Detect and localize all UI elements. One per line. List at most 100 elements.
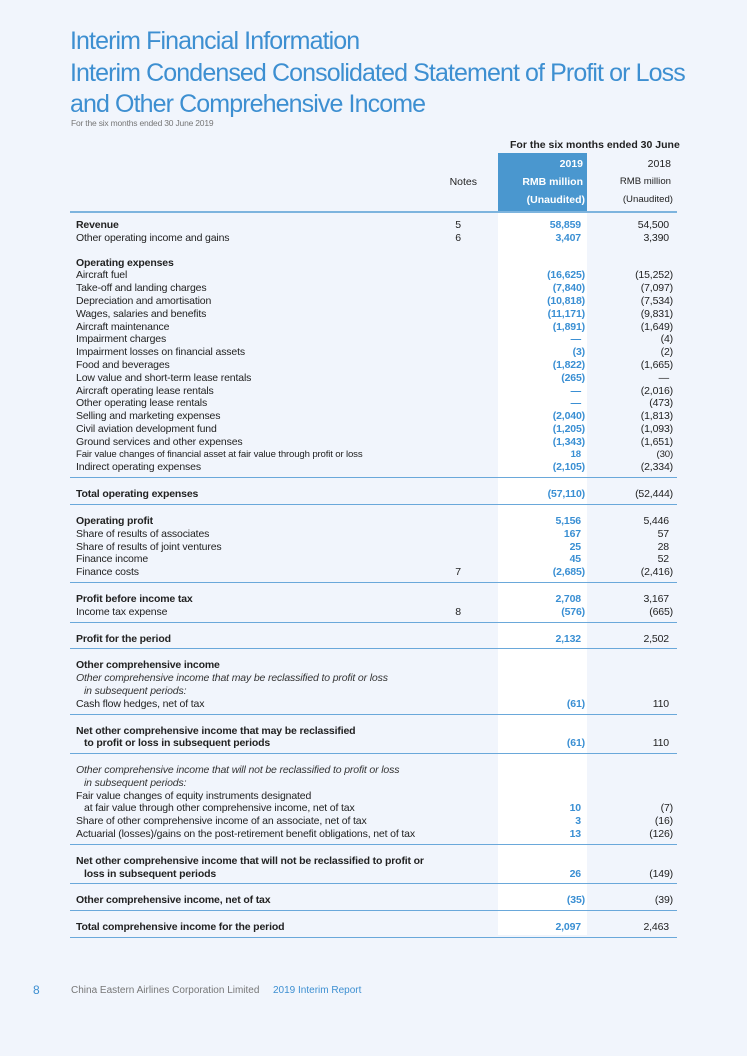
table-row: Other operating lease rentals — (473): [76, 397, 677, 410]
row-label: Finance income: [76, 553, 149, 566]
row-label: at fair value through other comprehensiv…: [84, 802, 355, 815]
value-2019: —: [570, 384, 582, 397]
value-2018: 110: [652, 697, 669, 710]
table-row: Depreciation and amortisation (10,818) (7,…: [76, 295, 677, 308]
value-2019: 58,859: [549, 219, 581, 231]
table-row: loss in subsequent periods 26 (149): [70, 868, 677, 885]
value-2018: 2,463: [643, 921, 669, 934]
footer-report: 2019 Interim Report: [273, 985, 362, 996]
row-label: Low value and short-term lease rentals: [76, 371, 252, 384]
statement-table: Revenue 5 58,859 54,500 Other operating inco…: [70, 219, 677, 948]
row-label: Finance costs: [76, 566, 139, 579]
row-label: Aircraft operating lease rentals: [76, 384, 214, 397]
value-2019: 2,097: [555, 921, 581, 934]
table-row: at fair value through other comprehensiv…: [76, 802, 677, 815]
row-label: Share of other comprehensive income of a…: [76, 815, 367, 828]
row-label: Other operating income and gains: [76, 231, 230, 244]
row-label: loss in subsequent periods: [84, 867, 217, 880]
table-row: Net other comprehensive income that may …: [76, 725, 677, 738]
value-2019: 3,407: [555, 231, 581, 244]
value-2019: (35): [566, 894, 585, 907]
value-2018: (30): [656, 448, 674, 460]
value-2018: 54,500: [637, 219, 669, 231]
value-2018: (15,252): [635, 269, 673, 282]
value-2018: (473): [649, 397, 673, 410]
table-row: Operating profit 5,156 5,446: [76, 515, 677, 528]
value-2018: (1,651): [640, 435, 673, 448]
row-label: Civil aviation development fund: [76, 422, 217, 435]
value-2019: (1,205): [552, 422, 585, 435]
value-2018: (665): [649, 605, 673, 618]
table-row: Share of results of associates 167 57: [76, 528, 677, 541]
row-label: Fair value changes of financial asset at…: [76, 448, 363, 460]
unit-2018-header: RMB million: [619, 176, 671, 187]
value-2018: (2,334): [640, 461, 673, 474]
row-label: Take-off and landing charges: [76, 282, 207, 295]
value-2019: 10: [569, 802, 582, 815]
table-row: Profit before income tax 2,708 3,167: [76, 593, 677, 606]
value-2018: (7,097): [640, 282, 673, 295]
value-2018: (149): [649, 867, 673, 880]
value-2018: 57: [657, 527, 670, 540]
value-2018: (9,831): [640, 307, 673, 320]
row-label: Other comprehensive income that will not…: [76, 764, 400, 777]
table-row: Impairment losses on financial assets (3)…: [76, 346, 677, 359]
footer-company: China Eastern Airlines Corporation Limit…: [71, 985, 260, 996]
table-row: Finance costs 7 (2,685) (2,416): [70, 566, 677, 583]
value-2019: (11,171): [547, 307, 585, 320]
table-row: Income tax expense 8 (576) (665): [70, 606, 677, 623]
row-label: Aircraft fuel: [76, 269, 128, 282]
table-row: Civil aviation development fund (1,205) (1…: [76, 423, 677, 436]
table-row: Profit for the period 2,132 2,502: [70, 633, 677, 650]
value-2019: 25: [569, 540, 582, 553]
value-2018: —: [658, 371, 670, 384]
year-2019-header: 2019: [559, 158, 583, 170]
table-row: in subsequent periods:: [76, 777, 677, 790]
value-2019: 45: [569, 553, 582, 566]
row-label: Fair value changes of equity instruments…: [76, 789, 312, 802]
row-label: Cash flow hedges, net of tax: [76, 697, 205, 710]
table-row: Cash flow hedges, net of tax (61) 110: [70, 698, 677, 715]
year-2018-header: 2018: [647, 158, 671, 170]
value-2019: (3): [572, 346, 586, 359]
notes-header: Notes: [449, 176, 477, 188]
row-label: Actuarial (losses)/gains on the post-ret…: [76, 828, 415, 841]
table-row: Other operating income and gains 6 3,407 3,…: [76, 232, 677, 245]
unit-2019-header: RMB million: [522, 176, 583, 188]
value-2019: (7,840): [552, 282, 585, 295]
table-row: Share of results of joint ventures 25 28: [76, 541, 677, 554]
status-2018-header: (Unaudited): [622, 194, 673, 205]
value-2018: (2,416): [640, 566, 673, 579]
row-label: Net other comprehensive income that will…: [76, 854, 424, 867]
row-label: Aircraft maintenance: [76, 320, 170, 333]
row-label: Net other comprehensive income that may …: [76, 724, 356, 737]
row-label: Wages, salaries and benefits: [76, 307, 207, 320]
value-2019: (576): [561, 605, 585, 618]
column-2019-background: [498, 153, 587, 935]
value-2018: (16): [654, 815, 673, 828]
row-note: 7: [455, 566, 461, 579]
table-row: Fair value changes of financial asset at…: [76, 449, 677, 462]
table-row: Take-off and landing charges (7,840) (7,09…: [76, 282, 677, 295]
table-row: Selling and marketing expenses (2,040) (1,…: [76, 410, 677, 423]
table-row: Aircraft fuel (16,625) (15,252): [76, 269, 677, 282]
value-2018: (52,444): [635, 488, 673, 501]
row-label: Depreciation and amortisation: [76, 294, 212, 307]
row-label: Ground services and other expenses: [76, 435, 243, 448]
value-2019: (16,625): [547, 269, 585, 282]
row-label: Operating expenses: [76, 256, 174, 269]
table-row: Fair value changes of equity instruments…: [76, 790, 677, 803]
table-row: Actuarial (losses)/gains on the post-ret…: [70, 828, 677, 845]
page-number: 8: [33, 983, 40, 997]
table-row: in subsequent periods:: [76, 685, 677, 698]
value-2018: (1,665): [640, 358, 673, 371]
table-row: Aircraft maintenance (1,891) (1,649): [76, 321, 677, 334]
value-2018: 3,167: [643, 592, 669, 605]
value-2018: 5,446: [643, 514, 669, 527]
table-row: Total operating expenses (57,110) (52,444): [70, 488, 677, 505]
value-2018: 110: [652, 737, 669, 750]
value-2018: (2,016): [640, 384, 673, 397]
value-2019: (61): [566, 697, 585, 710]
row-label: Other operating lease rentals: [76, 397, 208, 410]
value-2019: 5,156: [555, 514, 581, 527]
